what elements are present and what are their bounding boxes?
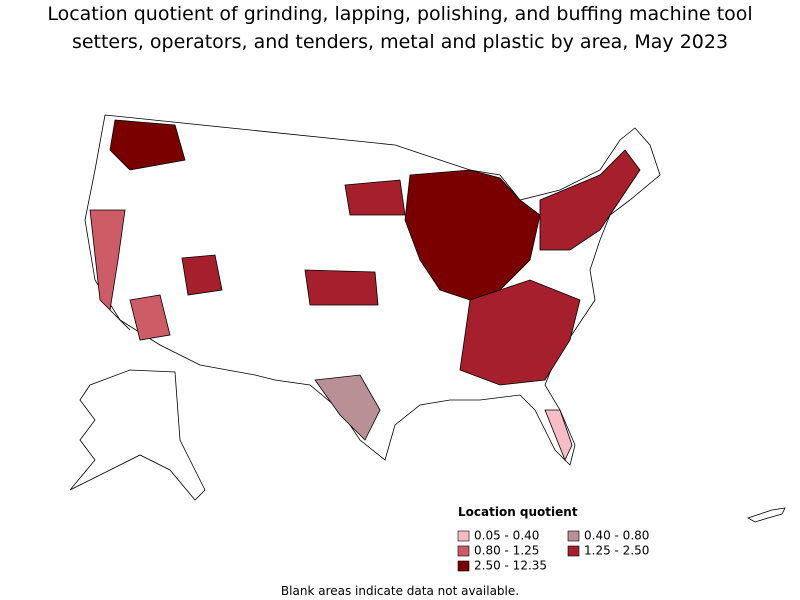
us-map <box>69 114 786 523</box>
region-northwest <box>109 119 186 171</box>
legend-swatch <box>567 545 580 557</box>
region-arizona <box>129 294 171 341</box>
legend-swatch <box>457 560 470 572</box>
legend-swatch <box>457 545 470 557</box>
legend-label: 0.40 - 0.80 <box>584 529 649 543</box>
region-northeast <box>539 149 641 251</box>
legend-swatch <box>567 530 580 542</box>
legend-label: 0.80 - 1.25 <box>474 544 539 558</box>
region-florida <box>544 409 573 462</box>
legend-swatch <box>457 530 470 542</box>
legend-label: 0.05 - 0.40 <box>474 529 539 543</box>
alaska <box>69 369 206 501</box>
title-line: Location quotient of grinding, lapping, … <box>47 3 752 25</box>
region-texas <box>314 374 381 441</box>
legend-label: 1.25 - 2.50 <box>584 544 649 558</box>
title-line: setters, operators, and tenders, metal a… <box>72 31 728 53</box>
legend: Location quotient 0.05 - 0.40 0.40 - 0.80… <box>457 505 649 573</box>
region-midwest <box>404 169 541 301</box>
region-colorado <box>181 254 223 296</box>
footnote: Blank areas indicate data not available. <box>281 584 519 598</box>
region-california <box>89 209 131 331</box>
legend-title: Location quotient <box>458 505 578 519</box>
hawaii <box>747 507 786 523</box>
region-southeast <box>459 279 581 386</box>
region-north-plains <box>344 179 406 216</box>
region-plains <box>304 269 379 306</box>
legend-label: 2.50 - 12.35 <box>474 559 547 573</box>
